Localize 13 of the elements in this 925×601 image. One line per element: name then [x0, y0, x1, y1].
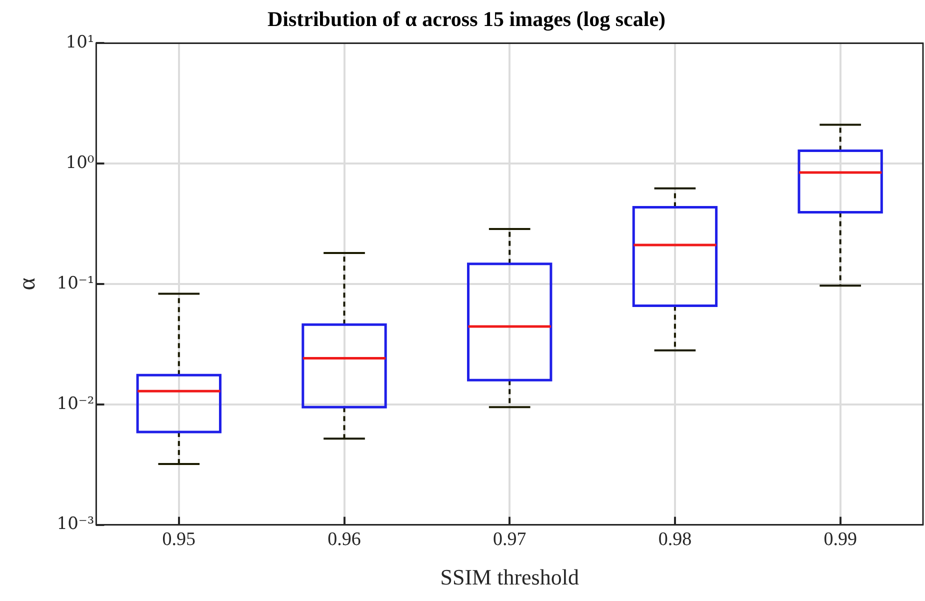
y-tick-label: 10⁻²: [56, 394, 94, 414]
y-axis-title: α: [14, 277, 41, 290]
x-tick-label: 0.97: [492, 529, 526, 550]
x-tick-label: 0.95: [162, 529, 196, 550]
y-tick-label: 10⁰: [66, 153, 94, 174]
x-axis-title: SSIM threshold: [440, 564, 579, 590]
y-tick-label: 10⁻¹: [56, 273, 94, 294]
chart-title: Distribution of α across 15 images (log scale): [267, 7, 666, 32]
x-tick-label: 0.99: [824, 529, 857, 550]
y-tick-label: 10⁻³: [56, 514, 94, 534]
x-tick-label: 0.98: [658, 529, 692, 550]
x-tick-label: 0.96: [328, 529, 361, 550]
y-tick-label: 10¹: [66, 32, 94, 53]
